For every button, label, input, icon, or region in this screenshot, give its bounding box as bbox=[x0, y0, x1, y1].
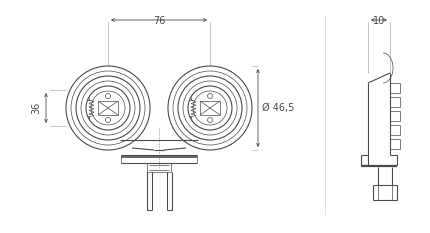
Text: 36: 36 bbox=[31, 102, 41, 114]
Text: 76: 76 bbox=[153, 16, 165, 26]
Text: 10: 10 bbox=[373, 16, 385, 26]
Text: Ø 46,5: Ø 46,5 bbox=[262, 103, 295, 113]
